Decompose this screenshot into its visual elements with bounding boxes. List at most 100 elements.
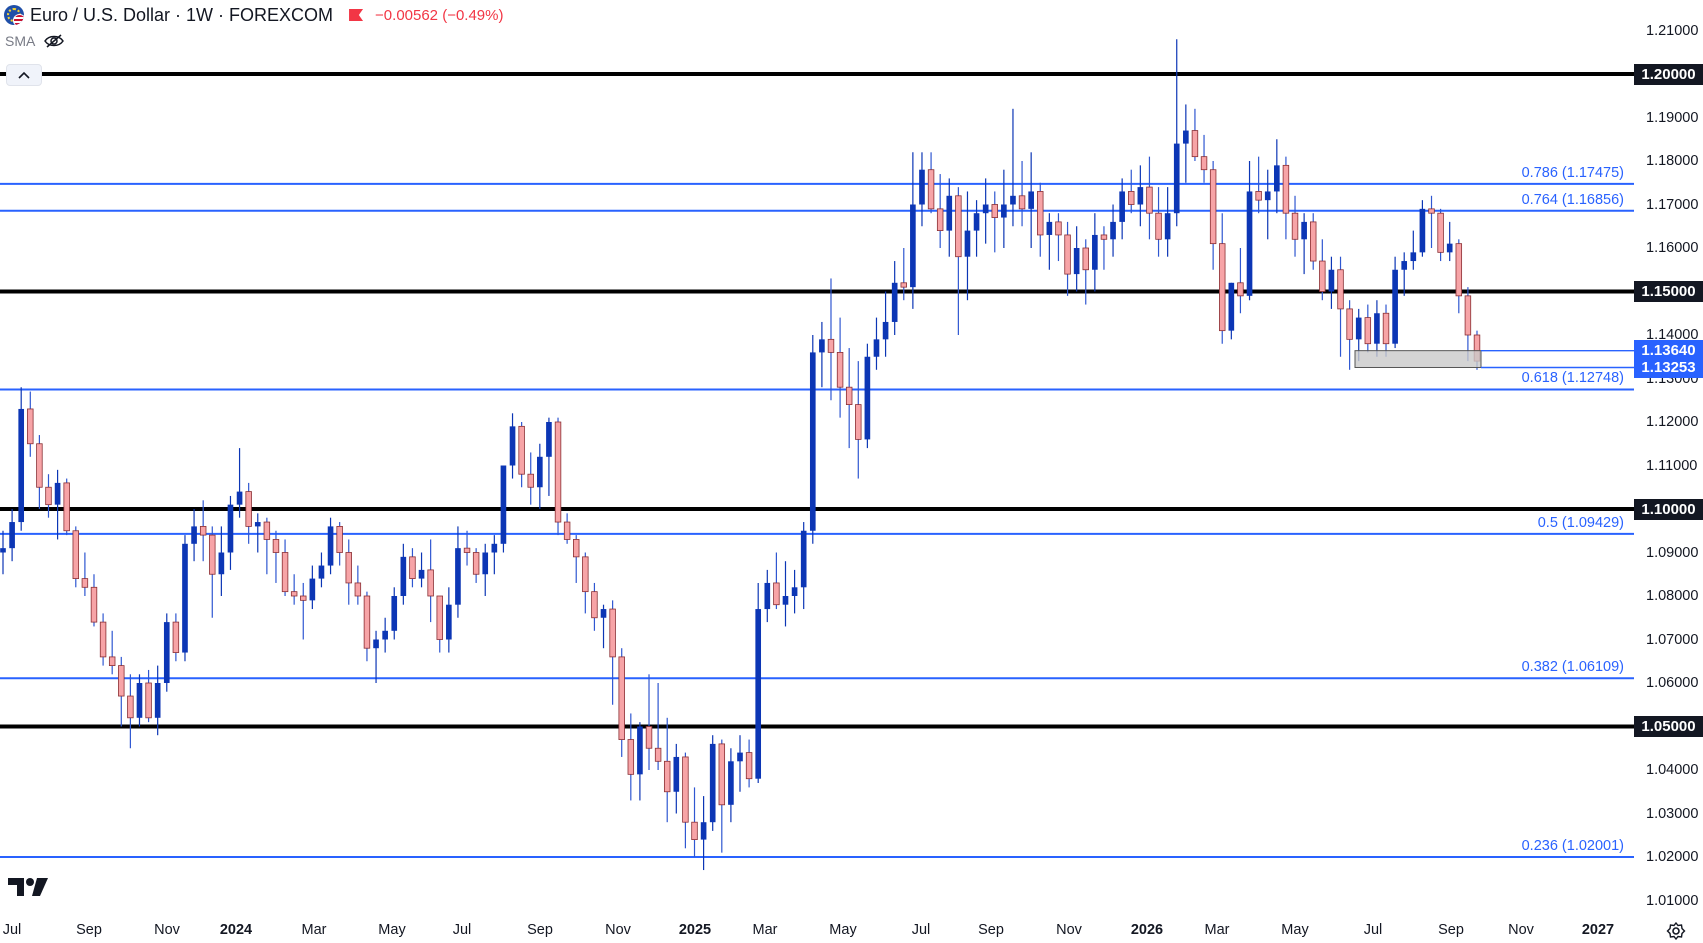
candle-bear <box>463 547 471 553</box>
time-tick-label: 2026 <box>1130 922 1164 938</box>
candle-bear <box>927 169 935 210</box>
candle-bear <box>290 591 298 597</box>
candle-bear <box>427 569 434 597</box>
time-tick-label: Mar <box>301 922 327 938</box>
fib-label-0.786: 0.786 (1.17475) <box>1521 164 1624 181</box>
candle-bear <box>1310 221 1317 262</box>
candle-bear <box>855 404 862 440</box>
candle-bear <box>591 591 598 619</box>
time-tick-label: Sep <box>978 922 1004 938</box>
candle-bull <box>327 526 334 566</box>
candle-bull <box>673 756 680 792</box>
candle-bull <box>755 609 762 779</box>
candle-bull <box>919 169 925 205</box>
candle-bull <box>1410 252 1417 262</box>
settings-icon[interactable] <box>1666 921 1686 941</box>
candle-bear <box>682 756 689 823</box>
candle-bull <box>254 522 261 527</box>
candle-bull <box>1264 191 1271 201</box>
candle-bear <box>845 386 853 406</box>
price-tick-label: 1.08000 <box>1646 588 1699 604</box>
eye-hidden-icon[interactable] <box>43 33 65 49</box>
fib-label-0.764: 0.764 (1.16856) <box>1521 191 1624 208</box>
candle-bear <box>99 621 107 658</box>
candle-bull <box>864 356 871 440</box>
price-tick-label: 1.02000 <box>1646 849 1699 865</box>
price-change: −0.00562 (−0.49%) <box>375 6 504 24</box>
collapse-button[interactable] <box>6 64 42 86</box>
candle-bull <box>982 204 989 214</box>
candle-bear <box>245 491 252 527</box>
candle-bull <box>700 822 707 840</box>
candle-bull <box>418 569 425 579</box>
candle-bear <box>654 747 662 762</box>
candle-bull <box>1301 221 1307 240</box>
time-tick-label: May <box>1281 922 1309 938</box>
candle-bear <box>900 282 907 288</box>
time-tick-label: Sep <box>1438 922 1464 938</box>
candle-bull <box>546 422 552 457</box>
candle-bull <box>764 582 771 610</box>
candle-bear <box>627 739 635 775</box>
candle-bull <box>54 482 61 505</box>
candle-bear <box>363 595 371 649</box>
time-tick-label: Mar <box>752 922 778 938</box>
candle-bear <box>263 521 271 540</box>
candle-bull <box>182 543 188 653</box>
candle-bear <box>300 595 307 601</box>
candle-bear <box>1055 221 1062 236</box>
candle-bull <box>882 321 889 340</box>
candle-bull <box>637 726 643 775</box>
candle-bear <box>1455 243 1463 297</box>
indicator-label[interactable]: SMA <box>5 33 36 49</box>
candle-bull <box>191 526 197 544</box>
price-tick-label: 1.16000 <box>1646 240 1699 256</box>
candle-bull <box>1001 204 1007 218</box>
candle-bull <box>236 491 243 505</box>
candle-bear <box>773 582 780 606</box>
time-tick-label: Nov <box>605 922 631 938</box>
symbol-title[interactable]: Euro / U.S. Dollar · 1W · FOREXCOM <box>30 4 334 25</box>
candle-bear <box>336 526 343 553</box>
price-tick-label: 1.17000 <box>1646 196 1699 213</box>
candle-bear <box>108 656 116 667</box>
candle-bear <box>836 351 844 388</box>
candle-bull <box>163 622 170 683</box>
candle-bull <box>1446 243 1453 253</box>
time-tick-label: May <box>378 922 406 938</box>
candle-bull <box>873 339 880 357</box>
candle-bull <box>1228 282 1235 331</box>
candle-bull <box>1183 130 1189 144</box>
candle-bear <box>1255 191 1262 201</box>
time-tick-label: Nov <box>154 922 180 938</box>
candle-bear <box>409 556 416 579</box>
candle-bull <box>809 352 816 531</box>
candle-bull <box>973 213 980 231</box>
candle-bear <box>199 526 207 536</box>
candle-bear <box>72 530 80 579</box>
candle-bull <box>491 543 498 553</box>
time-tick-label: Mar <box>1204 922 1230 938</box>
candle-bear <box>127 695 134 719</box>
candle-bear <box>618 656 625 740</box>
candle-bull <box>1137 187 1144 205</box>
candle-bull <box>1401 261 1408 270</box>
price-tag: 1.10000 <box>1634 498 1703 520</box>
candle-bull <box>910 204 916 288</box>
price-tick-label: 1.18000 <box>1646 153 1699 169</box>
candle-bull <box>1419 208 1426 253</box>
candle-bull <box>819 339 825 353</box>
support-zone <box>1354 350 1482 368</box>
candle-bull <box>1092 234 1098 270</box>
price-tick-label: 1.04000 <box>1646 762 1699 778</box>
candle-bear <box>1437 212 1444 253</box>
candle-bear <box>1200 156 1208 171</box>
candle-bear <box>281 552 289 593</box>
price-tick-label: 1.19000 <box>1646 109 1699 126</box>
candle-bull <box>1392 269 1398 344</box>
candle-bull <box>136 683 143 718</box>
red-flag-icon[interactable] <box>349 9 364 21</box>
candle-bear <box>1082 247 1089 271</box>
time-tick-label: Jul <box>452 922 472 938</box>
